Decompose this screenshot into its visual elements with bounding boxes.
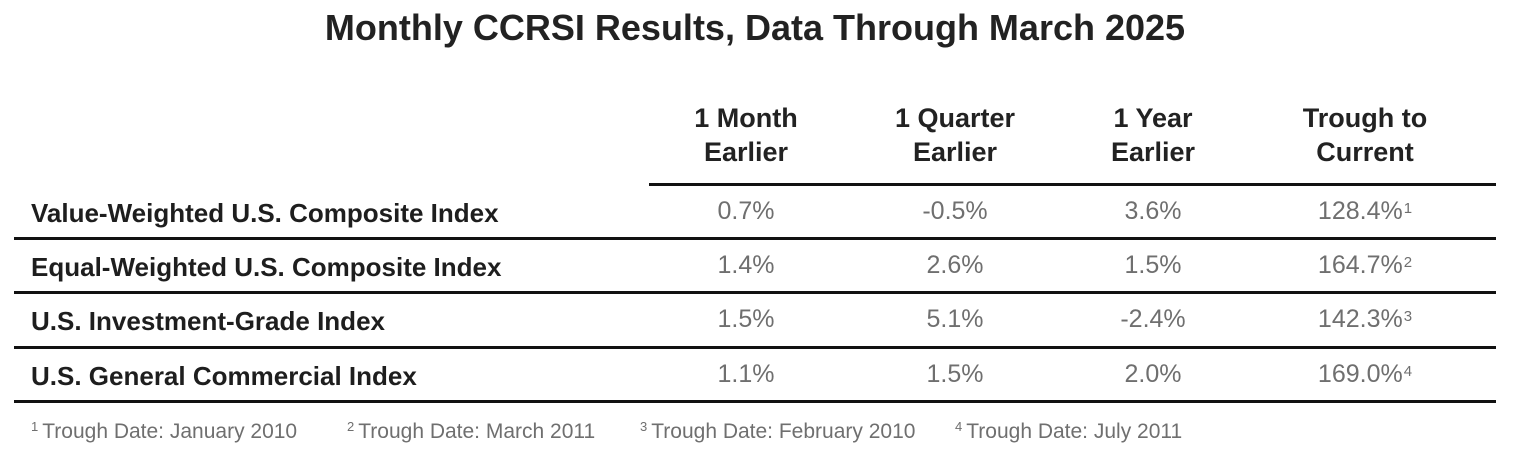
cell-value: 1.5% [717,305,775,333]
cell-value: 1.4% [717,251,775,279]
row-divider [14,291,1496,294]
header-rule [649,183,1496,186]
column-header-1-year: 1 Year Earlier [1110,103,1196,167]
footnote-2: 2 Trough Date: March 2011 [347,419,596,443]
column-header-trough-to-current: Trough to Current [1302,103,1428,167]
cell-value: 128.4%1 [1317,197,1413,225]
cell-value: 1.1% [717,360,775,388]
footnote-1: 1 Trough Date: January 2010 [31,419,298,443]
row-label-equal-weighted: Equal-Weighted U.S. Composite Index [31,252,502,282]
cell-value: 142.3%3 [1317,305,1413,333]
cell-value: 5.1% [926,305,984,333]
row-label-general-commercial: U.S. General Commercial Index [31,361,417,391]
row-label-investment-grade: U.S. Investment-Grade Index [31,306,385,336]
cell-value: 164.7%2 [1317,251,1413,279]
cell-value: 1.5% [1124,251,1182,279]
footnote-4: 4 Trough Date: July 2011 [955,419,1183,443]
column-header-1-quarter: 1 Quarter Earlier [894,103,1016,167]
cell-value: 0.7% [717,197,775,225]
cell-value: -2.4% [1120,305,1186,333]
row-label-value-weighted: Value-Weighted U.S. Composite Index [31,198,499,228]
footnote-marker: 3 [1403,308,1413,325]
cell-value: -0.5% [922,197,988,225]
row-divider [14,346,1496,349]
row-divider [14,237,1496,240]
footnote-marker: 4 [1403,363,1413,380]
column-header-1-month: 1 Month Earlier [694,103,798,167]
footnote-3: 3 Trough Date: February 2010 [640,419,916,443]
footnote-marker: 2 [1403,254,1413,271]
cell-value: 1.5% [926,360,984,388]
footnote-marker: 1 [1403,200,1413,217]
cell-value: 2.6% [926,251,984,279]
table-bottom-rule [14,400,1496,403]
cell-value: 169.0%4 [1317,360,1413,388]
cell-value: 3.6% [1124,197,1182,225]
cell-value: 2.0% [1124,360,1182,388]
chart-title: Monthly CCRSI Results, Data Through Marc… [324,7,1186,48]
